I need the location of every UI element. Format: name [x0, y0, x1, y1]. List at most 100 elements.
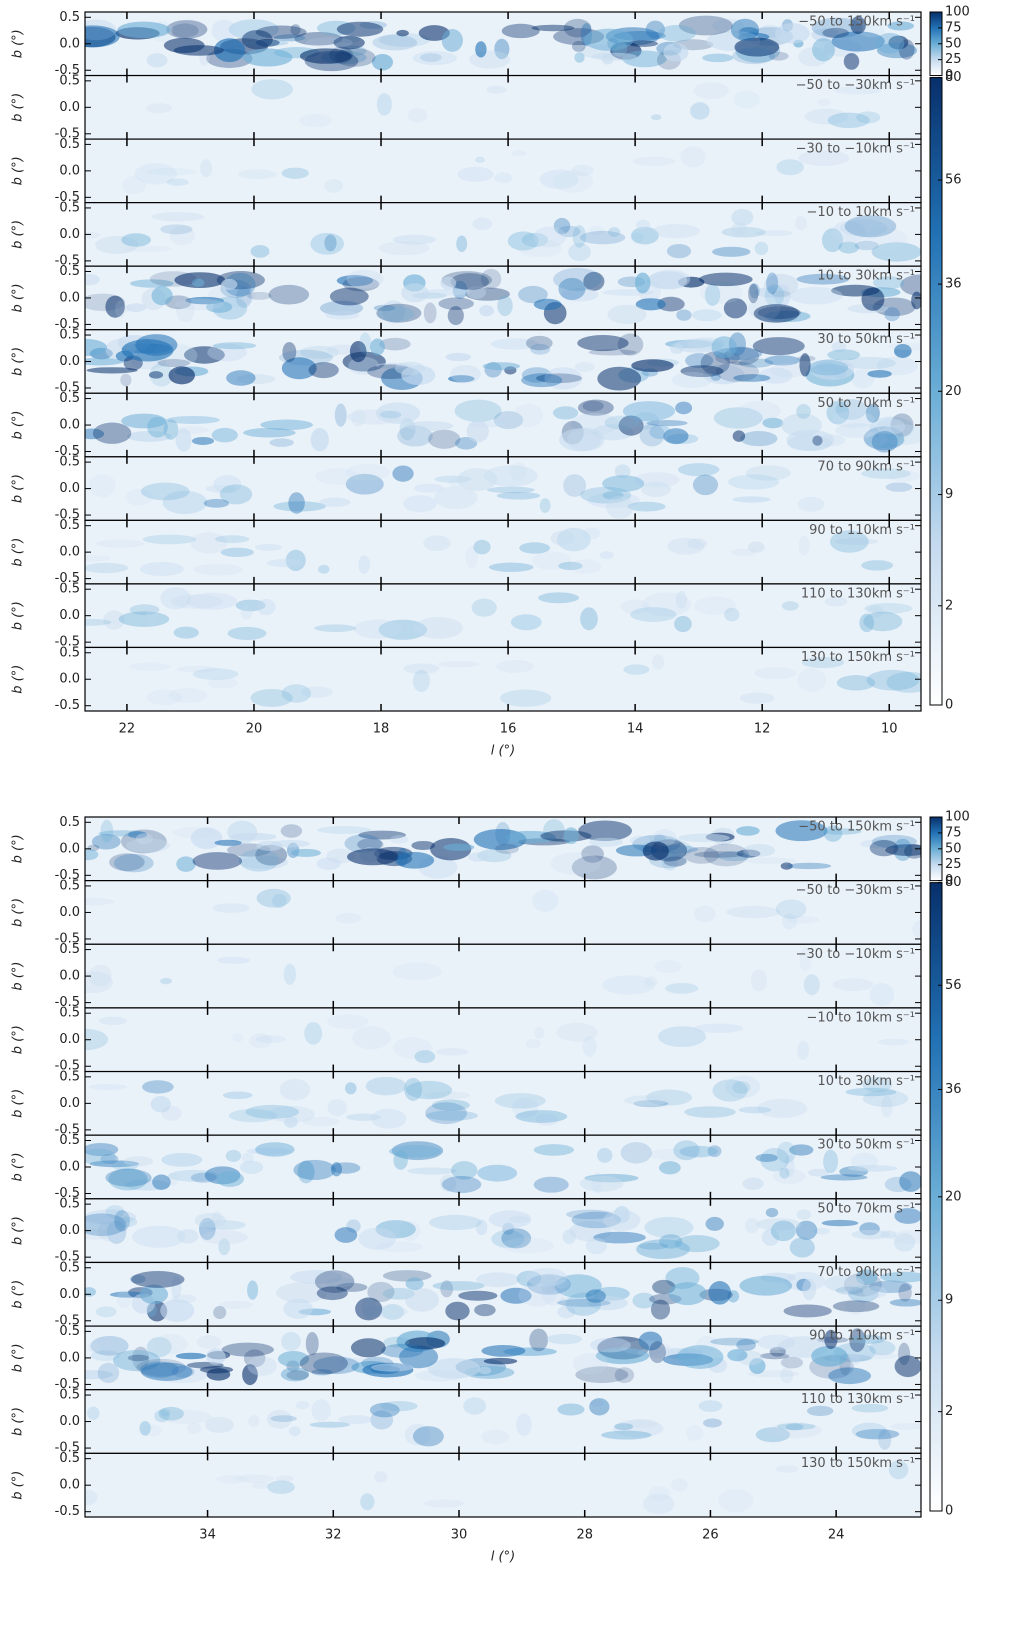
emission — [866, 431, 888, 447]
emission — [711, 336, 737, 359]
emission — [798, 535, 810, 556]
emission — [757, 1334, 796, 1350]
emission — [121, 413, 167, 429]
panel-label: 50 to 70km s⁻¹ — [817, 396, 915, 411]
emission — [146, 1336, 172, 1358]
y-axis-label: b (°) — [11, 93, 26, 122]
emission — [861, 287, 885, 311]
y-axis-label: b (°) — [11, 538, 26, 567]
emission — [533, 226, 567, 248]
emission — [232, 1033, 244, 1043]
map-image — [85, 329, 921, 394]
emission — [676, 309, 692, 321]
panel-label: −50 to −30km s⁻¹ — [796, 78, 915, 93]
map-background — [85, 1007, 921, 1072]
emission — [241, 30, 273, 50]
emission — [404, 1337, 446, 1350]
map-background — [85, 329, 921, 394]
emission — [824, 596, 848, 607]
emission — [146, 167, 197, 176]
emission — [613, 1205, 630, 1224]
emission — [86, 367, 138, 374]
emission — [117, 21, 171, 39]
panel-label: −50 to 150km s⁻¹ — [798, 15, 915, 30]
emission — [480, 268, 502, 289]
emission — [835, 398, 867, 420]
emission — [562, 1229, 576, 1244]
emission — [375, 402, 421, 424]
emission — [649, 425, 672, 440]
emission — [269, 438, 294, 447]
emission — [85, 231, 101, 239]
emission — [627, 501, 666, 512]
emission — [745, 465, 791, 481]
emission — [533, 1176, 569, 1193]
emission — [270, 1415, 297, 1422]
emission — [276, 1282, 328, 1304]
emission — [124, 245, 172, 253]
colorbar-tick-label: 2 — [945, 1404, 953, 1419]
emission — [365, 1076, 407, 1096]
emission — [213, 1305, 227, 1320]
emission — [747, 541, 765, 553]
emission — [878, 1428, 892, 1450]
emission — [493, 411, 524, 430]
emission — [357, 838, 384, 851]
emission — [674, 1235, 720, 1253]
emission — [529, 1328, 549, 1352]
y-axis-label: b (°) — [11, 347, 26, 376]
emission — [573, 1353, 608, 1375]
emission — [98, 1016, 128, 1025]
emission — [824, 1275, 865, 1292]
emission — [163, 419, 179, 440]
emission — [690, 102, 710, 120]
y-tick-label: 0.0 — [59, 545, 80, 560]
emission — [813, 1227, 830, 1235]
emission — [731, 208, 754, 226]
emission — [742, 1177, 764, 1190]
emission — [644, 1216, 694, 1239]
emission — [623, 664, 650, 675]
emission — [381, 1343, 424, 1358]
colorbar-tick-label: 0 — [945, 873, 953, 888]
emission — [708, 1281, 732, 1305]
y-tick-label: -0.5 — [55, 508, 80, 523]
emission — [151, 212, 205, 222]
emission — [827, 112, 870, 129]
emission — [713, 407, 763, 429]
emission — [334, 403, 347, 427]
emission — [174, 426, 209, 434]
emission — [412, 669, 430, 693]
emission — [890, 1423, 921, 1430]
y-tick-label: 0.5 — [59, 391, 80, 406]
emission — [100, 819, 114, 843]
emission — [200, 159, 213, 178]
x-tick-label: 28 — [576, 1528, 593, 1543]
emission — [175, 1352, 207, 1360]
emission — [602, 475, 645, 492]
emission — [135, 334, 178, 356]
emission — [867, 605, 884, 618]
emission — [811, 1345, 848, 1367]
emission — [289, 1426, 301, 1437]
y-tick-label: 0.0 — [59, 354, 80, 369]
emission — [518, 1283, 557, 1307]
emission — [190, 1172, 217, 1183]
emission — [324, 234, 337, 252]
emission — [569, 1221, 612, 1242]
emission — [679, 1145, 718, 1158]
emission — [863, 1286, 888, 1299]
emission — [799, 353, 811, 377]
emission — [861, 468, 911, 479]
emission — [685, 353, 714, 369]
emission — [397, 848, 408, 867]
emission — [218, 1300, 254, 1309]
emission — [152, 1174, 171, 1190]
emission — [121, 176, 146, 195]
emission — [700, 351, 730, 375]
emission — [831, 341, 847, 353]
emission — [740, 431, 778, 447]
emission — [878, 424, 921, 446]
emission — [766, 272, 779, 295]
panel-label: −30 to −10km s⁻¹ — [796, 142, 915, 157]
